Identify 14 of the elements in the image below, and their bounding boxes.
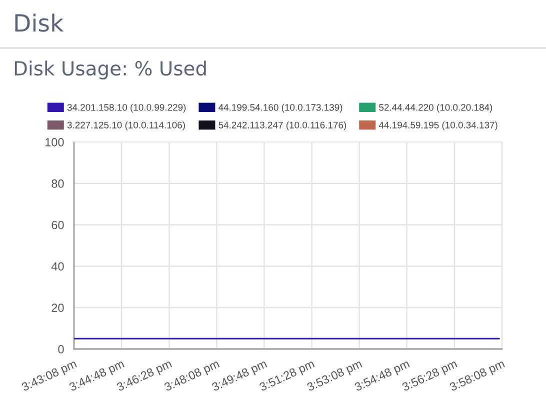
- chart-subtitle: Disk Usage: % Used: [14, 60, 206, 80]
- legend-label: 44.199.54.160 (10.0.173.139): [218, 104, 342, 113]
- legend-label: 54.242.113.247 (10.0.116.176): [218, 121, 346, 130]
- y-tick-label: 0: [58, 345, 64, 354]
- y-tick-label: 60: [52, 220, 64, 230]
- legend-label: 34.201.158.10 (10.0.99.229): [67, 104, 186, 113]
- y-tick-label: 20: [52, 304, 64, 312]
- legend-label: 3.227.125.10 (10.0.114.106): [67, 121, 185, 130]
- legend-label: 52.44.44.220 (10.0.20.184): [379, 104, 492, 113]
- y-tick-label: 40: [51, 262, 64, 271]
- y-tick-label: 80: [52, 179, 64, 188]
- y-tick-label: 100: [45, 138, 64, 146]
- chart-title: Disk: [15, 14, 64, 32]
- legend-label: 44.194.59.195 (10.0.34.137): [378, 121, 498, 130]
